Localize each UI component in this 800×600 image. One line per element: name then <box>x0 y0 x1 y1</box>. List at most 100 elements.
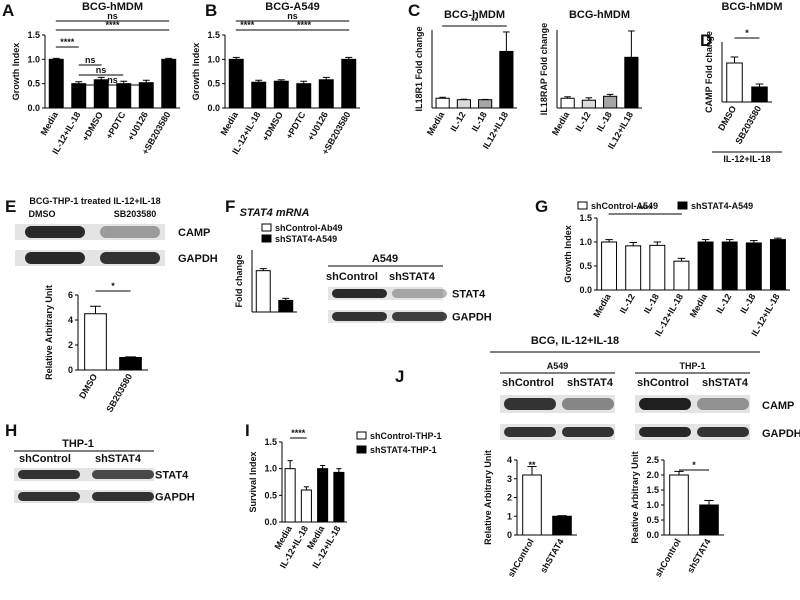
legend-label: shSTAT4-THP-1 <box>370 445 437 455</box>
bar <box>745 242 762 291</box>
bar <box>300 489 312 523</box>
significance-label: ns <box>85 55 96 65</box>
bar <box>93 79 109 109</box>
panel-letter: G <box>535 197 548 216</box>
blot-band <box>18 492 80 501</box>
y-tick-label: 3 <box>507 474 512 484</box>
lane-label: shControl <box>637 377 689 389</box>
blot-band <box>92 492 154 501</box>
y-axis-label: CAMP Fold change <box>704 31 714 113</box>
legend-label: shControl-Ab49 <box>275 223 343 233</box>
legend-swatch <box>677 201 688 210</box>
significance-label: * <box>111 281 115 291</box>
legend-swatch <box>356 431 367 440</box>
panel-letter: H <box>5 421 17 440</box>
bar <box>273 80 289 109</box>
y-tick-label: 0.5 <box>207 79 220 89</box>
bar <box>697 241 714 291</box>
lane-label: shControl <box>326 271 378 283</box>
y-tick-label: 0.0 <box>207 103 220 113</box>
bar <box>603 95 618 109</box>
lane-label: shControl <box>19 453 71 465</box>
significance-label: **** <box>105 20 120 30</box>
row-label: STAT4 <box>452 289 486 301</box>
y-tick-label: 0 <box>68 365 73 375</box>
y-tick-label: 1.0 <box>264 464 277 474</box>
bar <box>71 83 87 109</box>
bar <box>625 245 642 291</box>
bar <box>48 58 64 109</box>
row-label: GAPDH <box>178 253 218 265</box>
legend-swatch <box>261 234 272 243</box>
y-axis-label: Survival Index <box>248 451 258 512</box>
bar <box>699 504 719 536</box>
lane-label: shControl <box>502 377 554 389</box>
bar <box>317 468 329 523</box>
y-axis-label: IL18RAP Fold change <box>539 23 549 115</box>
blot-band <box>25 252 85 264</box>
significance-label: * <box>692 460 696 470</box>
significance-label: ns <box>96 65 107 75</box>
bar <box>624 56 639 109</box>
y-tick-label: 1.5 <box>27 30 40 40</box>
panel-letter: I <box>245 421 250 440</box>
y-tick-label: 0.5 <box>27 79 40 89</box>
bar <box>435 97 450 109</box>
blot-title: THP-1 <box>62 438 94 450</box>
blot-band <box>392 289 447 298</box>
bar <box>138 82 154 109</box>
blot-band <box>332 289 387 298</box>
y-tick-label: 4 <box>507 455 512 465</box>
panel-letter: J <box>395 367 404 386</box>
bar <box>673 260 690 291</box>
panel-letter: B <box>205 1 217 20</box>
bar <box>284 468 296 523</box>
bar <box>228 58 244 109</box>
blot-band <box>100 252 160 264</box>
y-tick-label: 1.5 <box>264 437 277 447</box>
blot-title: A549 <box>372 253 398 265</box>
bar <box>522 474 542 536</box>
legend-swatch <box>261 223 272 232</box>
significance-label: **** <box>291 428 306 438</box>
chart-title: BCG-hMDM <box>82 1 143 13</box>
blot-band <box>639 398 691 410</box>
blot-band <box>92 470 154 479</box>
chart-title: BCG-A549 <box>265 1 319 13</box>
row-label: CAMP <box>762 400 794 412</box>
y-tick-label: 0.5 <box>646 515 659 525</box>
y-tick-label: 2 <box>68 340 73 350</box>
lane-label: shSTAT4 <box>389 271 436 283</box>
y-tick-label: 0.0 <box>646 530 659 540</box>
y-tick-label: 0.0 <box>27 103 40 113</box>
blot-band <box>697 398 749 410</box>
y-tick-label: 0.5 <box>264 490 277 500</box>
bar <box>119 357 142 371</box>
blot-band <box>392 312 447 321</box>
y-tick-label: 0 <box>507 530 512 540</box>
bar <box>456 99 471 109</box>
bar <box>255 270 271 313</box>
y-tick-label: 0.5 <box>579 261 592 271</box>
bar <box>601 241 618 291</box>
bar <box>649 244 666 291</box>
legend-label: shControl-THP-1 <box>370 431 442 441</box>
bar <box>726 62 743 103</box>
bar <box>499 50 514 109</box>
bar <box>84 313 107 371</box>
y-tick-label: 2.0 <box>646 470 659 480</box>
blot-band <box>332 312 387 321</box>
y-tick-label: 6 <box>68 290 73 300</box>
y-tick-label: 0.0 <box>579 285 592 295</box>
y-tick-label: 1.0 <box>646 500 659 510</box>
bar <box>769 239 786 291</box>
significance-label: **** <box>240 20 255 30</box>
significance-label: ns <box>107 11 118 21</box>
y-tick-label: 1.0 <box>27 54 40 64</box>
lane-label: shSTAT4 <box>95 453 142 465</box>
bar <box>581 99 596 109</box>
y-tick-label: 4 <box>68 315 73 325</box>
bar <box>116 83 132 109</box>
y-tick-label: 1.0 <box>579 237 592 247</box>
